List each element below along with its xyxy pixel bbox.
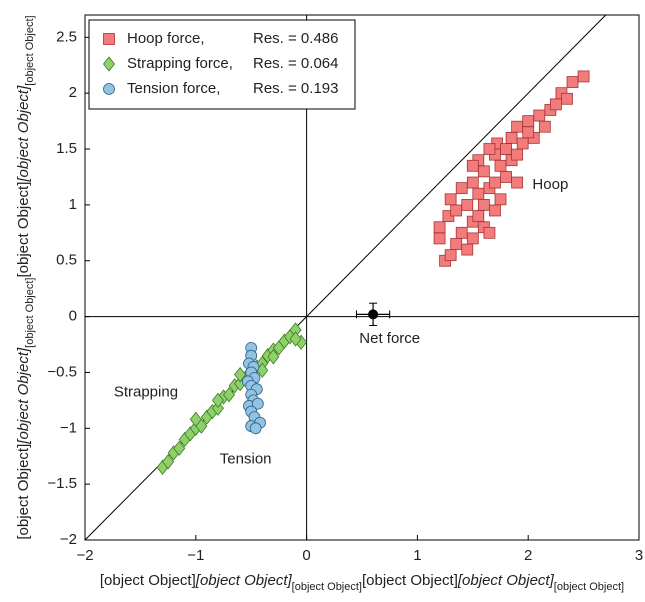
- square-marker: [477, 165, 490, 178]
- square-marker: [472, 187, 485, 200]
- square-marker: [466, 176, 479, 189]
- square-marker: [577, 70, 590, 83]
- annotation: Strapping: [114, 384, 178, 401]
- square-marker: [566, 76, 579, 88]
- square-marker: [455, 226, 468, 239]
- y-tick-label: 0.5: [56, 252, 77, 269]
- square-marker: [483, 226, 496, 239]
- legend-residual: Res. = 0.064: [253, 55, 338, 72]
- square-marker: [461, 198, 474, 211]
- diamond-marker: [267, 349, 280, 365]
- x-tick-label: 1: [413, 547, 421, 564]
- annotation: Tension: [220, 451, 272, 468]
- legend-box: [88, 19, 356, 110]
- square-marker: [500, 171, 512, 183]
- square-marker: [433, 221, 446, 234]
- diamond-marker: [234, 367, 247, 383]
- plot-frame: [84, 14, 640, 541]
- y-tick-label: 2.5: [56, 28, 77, 45]
- xlabel-part: [object Object]: [457, 572, 555, 589]
- y-tick-label: −1: [60, 419, 77, 436]
- square-marker: [500, 143, 512, 155]
- square-marker: [533, 109, 546, 122]
- square-marker: [455, 182, 468, 195]
- square-marker: [494, 159, 507, 172]
- square-marker: [472, 210, 485, 222]
- circle-marker: [251, 397, 264, 410]
- ylabel-part: [object Object]: [15, 347, 32, 445]
- square-marker: [561, 92, 573, 105]
- annotation: Net force: [359, 330, 420, 347]
- ylabel: [object Object][object Object][object Ob…: [15, 15, 36, 539]
- diamond-marker: [173, 440, 186, 457]
- y-tick-label: −0.5: [47, 363, 77, 380]
- x-tick-label: −2: [76, 547, 93, 564]
- xlabel-part: [object Object]: [292, 581, 362, 593]
- diamond-marker: [162, 454, 175, 470]
- x-tick-label: 3: [635, 547, 643, 564]
- y-tick-label: −1.5: [47, 475, 77, 492]
- square-marker: [522, 126, 535, 139]
- square-marker: [511, 120, 524, 133]
- ylabel-part: [object Object]: [24, 278, 36, 348]
- y-tick-label: 2: [69, 84, 77, 101]
- square-marker: [450, 204, 463, 217]
- y-tick-label: −2: [60, 531, 77, 548]
- legend-label: Hoop force,: [127, 30, 205, 47]
- legend-residual: Res. = 0.486: [253, 30, 338, 47]
- square-marker: [511, 176, 524, 189]
- legend-label: Tension force,: [127, 80, 220, 97]
- square-marker: [477, 198, 490, 211]
- diamond-marker: [211, 392, 224, 409]
- ylabel-part: [object Object]: [15, 182, 32, 278]
- x-tick-label: 0: [302, 547, 310, 564]
- square-marker: [466, 159, 479, 172]
- ylabel-part: [object Object]: [24, 15, 36, 85]
- xlabel: [object Object][object Object][object Ob…: [100, 572, 624, 593]
- circle-marker: [249, 422, 262, 435]
- diamond-marker: [223, 387, 236, 403]
- diamond-marker: [289, 331, 302, 347]
- square-marker: [466, 232, 479, 245]
- net-force-point: [368, 309, 379, 320]
- square-marker: [103, 33, 115, 45]
- diamond-marker: [189, 411, 202, 428]
- y-tick-label: 1: [69, 196, 77, 213]
- ylabel-part: [object Object]: [15, 85, 32, 183]
- square-marker: [538, 120, 551, 133]
- y-tick-label: 0: [69, 308, 77, 325]
- square-marker: [444, 249, 457, 262]
- square-marker: [505, 131, 518, 144]
- diamond-marker: [102, 56, 116, 72]
- xlabel-part: [object Object]: [362, 572, 458, 589]
- square-marker: [489, 176, 501, 189]
- ylabel-part: [object Object]: [15, 444, 32, 540]
- square-marker: [433, 232, 446, 245]
- square-marker: [483, 143, 496, 155]
- circle-marker: [103, 83, 115, 95]
- square-marker: [461, 243, 474, 256]
- xlabel-part: [object Object]: [554, 581, 624, 593]
- square-marker: [522, 115, 535, 128]
- xlabel-part: [object Object]: [195, 572, 293, 589]
- annotation: Hoop: [532, 176, 568, 193]
- y-tick-label: 1.5: [56, 140, 77, 157]
- diamond-marker: [211, 400, 224, 416]
- square-marker: [511, 148, 524, 161]
- square-marker: [494, 193, 507, 206]
- legend-label: Strapping force,: [127, 55, 233, 72]
- square-marker: [550, 98, 562, 111]
- square-marker: [450, 238, 463, 250]
- square-marker: [516, 137, 529, 150]
- legend-residual: Res. = 0.193: [253, 80, 338, 97]
- x-tick-label: −1: [187, 547, 204, 564]
- square-marker: [444, 193, 457, 206]
- square-marker: [489, 204, 501, 217]
- x-tick-label: 2: [524, 547, 532, 564]
- xlabel-part: [object Object]: [100, 572, 196, 589]
